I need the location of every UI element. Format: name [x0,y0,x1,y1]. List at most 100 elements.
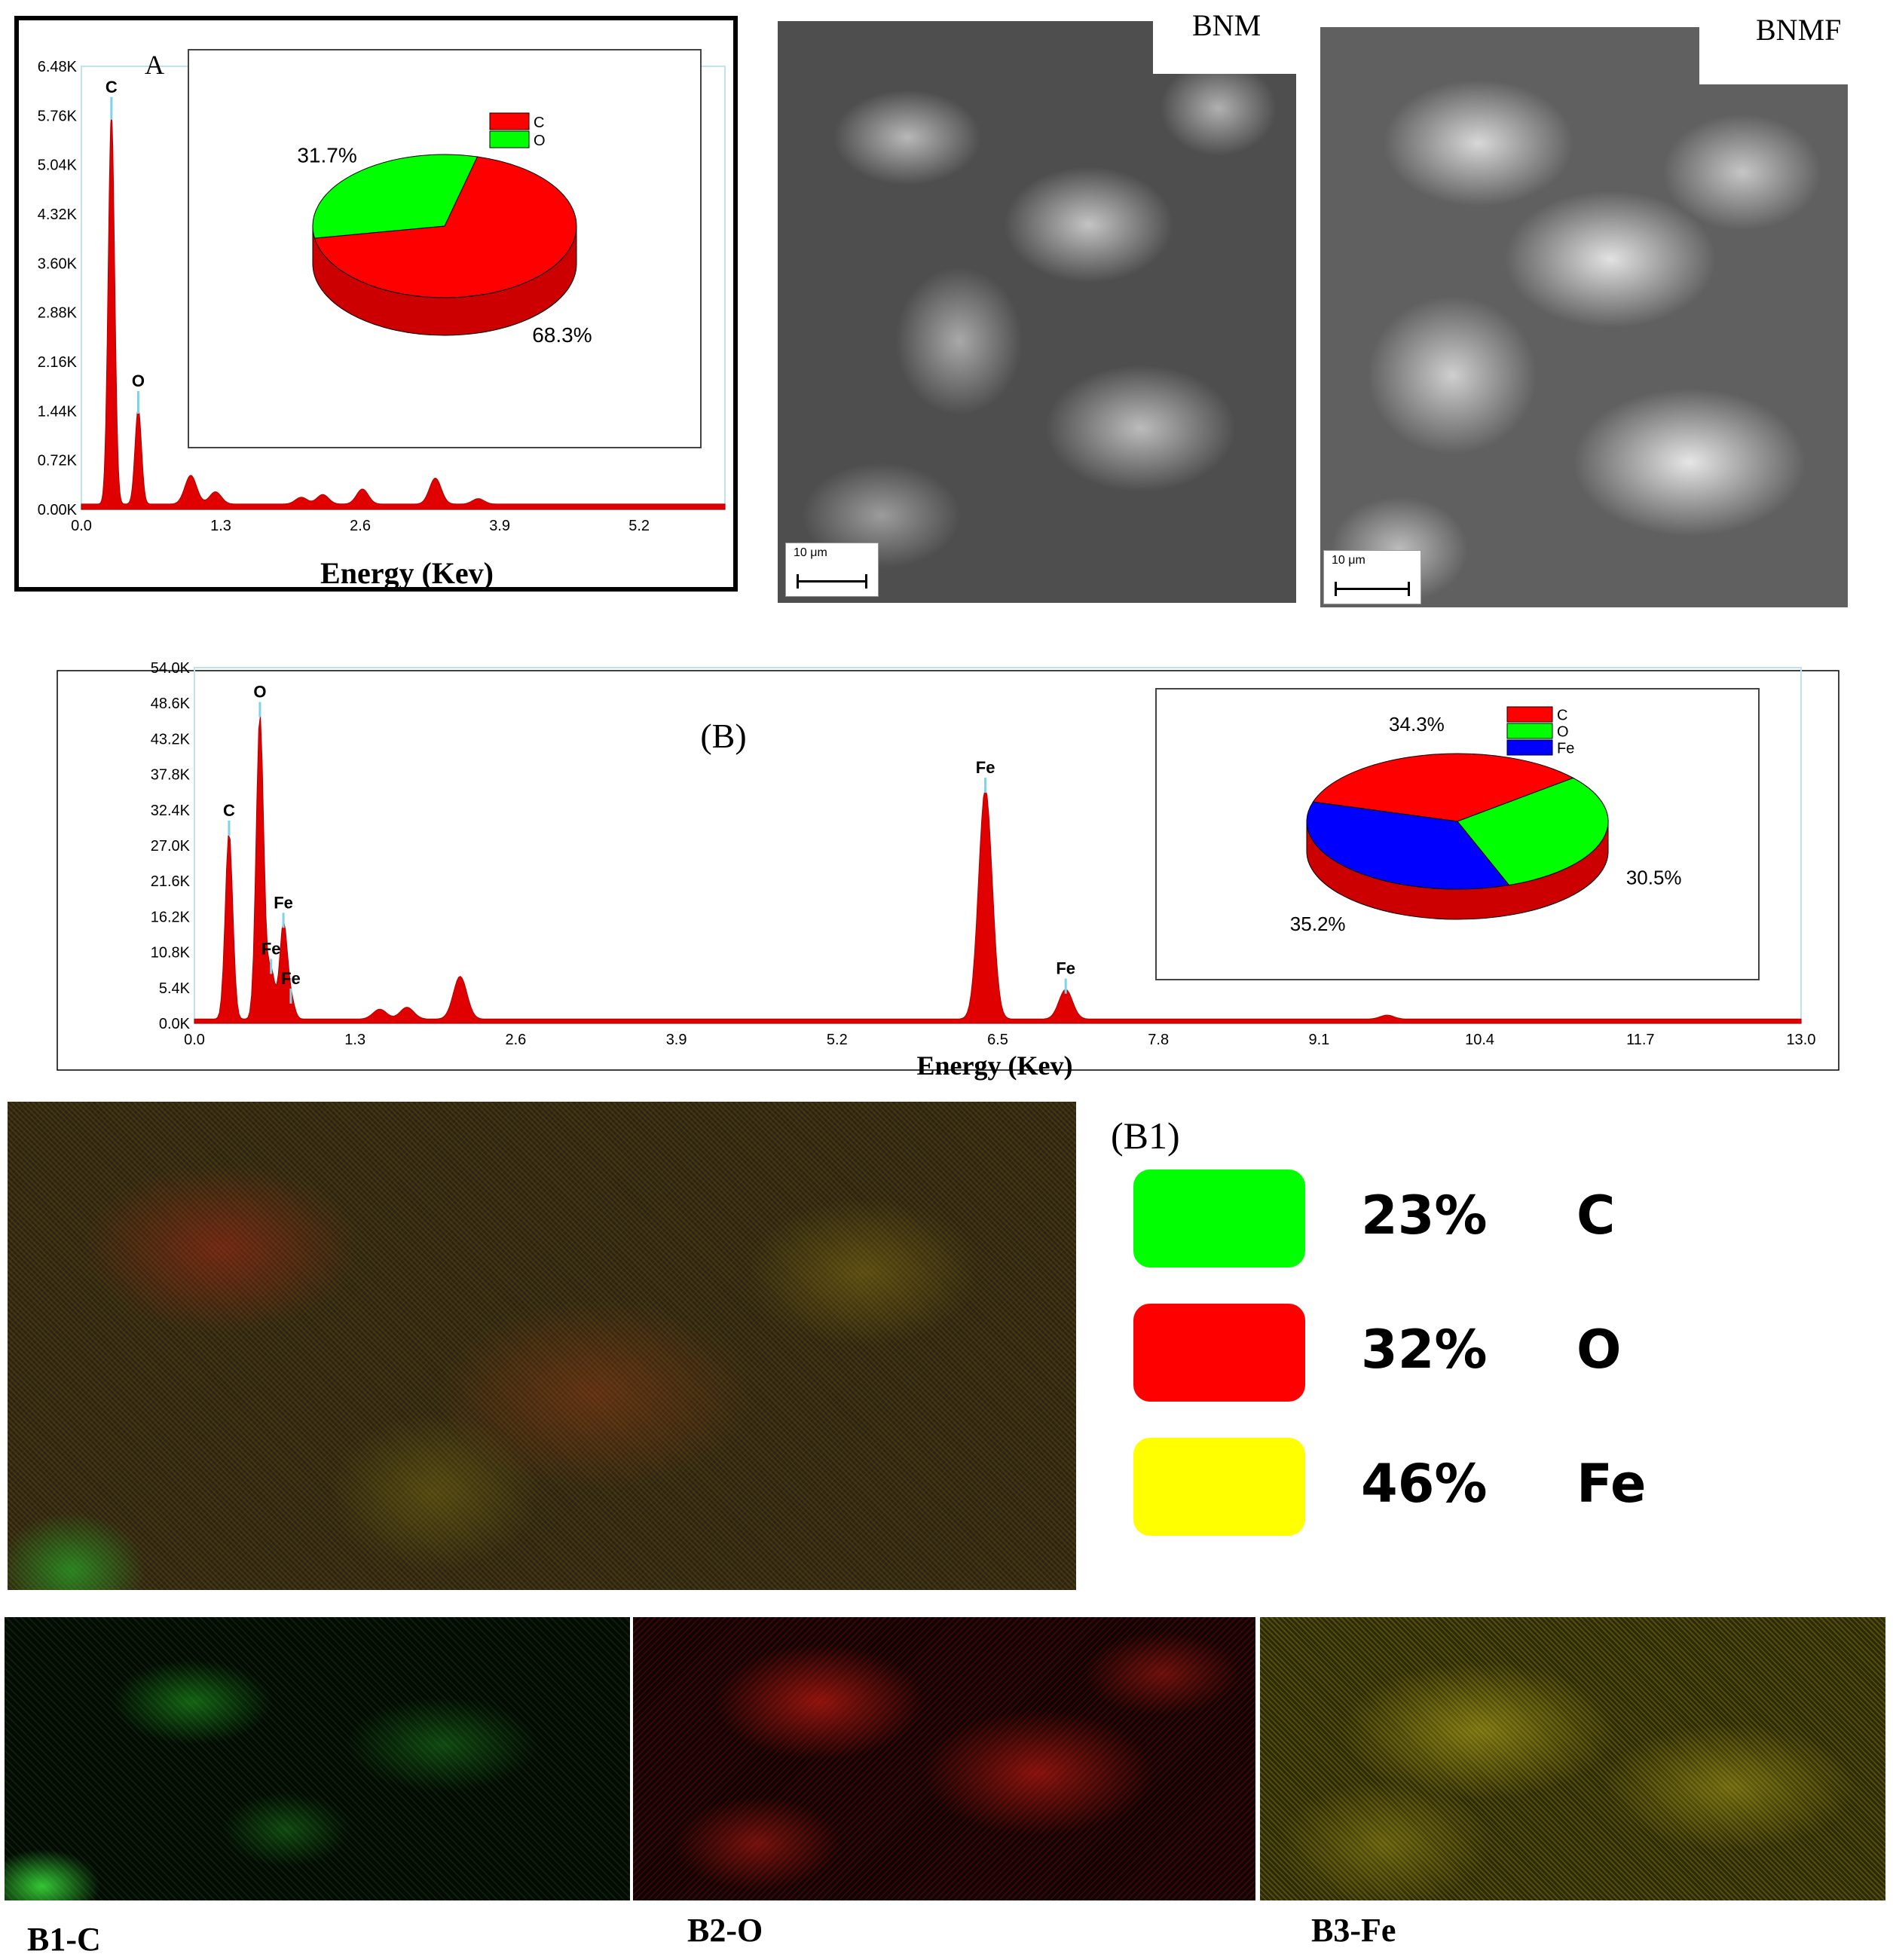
element-map-fe [1260,1617,1885,1900]
y-tick-label: 16.2K [151,909,191,925]
pie-value-label: 30.5% [1626,866,1682,888]
x-axis-label: Energy (Kev) [320,556,494,590]
pie-legend-label: Fe [1557,741,1574,757]
y-tick-label: 0.00K [38,502,78,518]
x-tick-label: 10.4 [1465,1032,1494,1048]
y-tick-label: 5.4K [159,980,191,997]
spectrum-area [194,715,1802,1024]
legend-percent-o: 32% [1361,1319,1488,1381]
x-tick-label: 6.5 [987,1032,1008,1048]
scale-bar: 10 μm [1323,550,1421,604]
pie-legend-label: O [1557,724,1569,741]
legend-swatch-c [1133,1170,1305,1267]
y-tick-label: 2.88K [38,305,78,322]
peak-label: Fe [261,939,281,958]
x-tick-label: 5.2 [827,1032,848,1048]
y-tick-label: 32.4K [151,803,191,819]
pie-legend-label: O [534,133,546,149]
legend-percent-fe: 46% [1361,1453,1488,1515]
chart-frame [14,16,738,592]
x-tick-label: 2.6 [350,518,371,534]
peak-label: O [253,683,266,702]
panel-label: A [145,50,164,80]
pie-slice [312,154,479,239]
legend-element-c: C [1576,1185,1616,1246]
pie-legend-swatch [489,112,530,130]
panel-label: (B) [700,717,746,755]
y-tick-label: 48.6K [151,696,191,712]
peak-label: C [106,78,118,96]
y-tick-label: 54.0K [151,660,191,677]
x-tick-label: 0.0 [71,518,92,534]
sem-image-bnmf: 10 μm [1320,27,1848,607]
x-tick-label: 3.9 [489,518,510,534]
y-tick-label: 6.48K [38,59,78,75]
y-tick-label: 21.6K [151,873,191,890]
peak-label: Fe [976,758,995,777]
legend-percent-c: 23% [1361,1185,1488,1246]
spectrum-area [81,114,726,510]
legend-element-o: O [1576,1319,1622,1381]
pie-legend-swatch [489,130,530,148]
y-tick-label: 5.04K [38,157,78,174]
y-tick-label: 43.2K [151,731,191,748]
x-tick-label: 13.0 [1787,1032,1816,1048]
pie-value-label: 31.7% [297,144,356,167]
peak-label: C [223,801,235,820]
pie-legend-swatch [1506,706,1553,723]
scale-bar-label: 10 μm [794,546,827,559]
pie-slice [1306,801,1510,890]
sem-image-bnm: 10 μm [778,21,1296,603]
pie-slice [1312,753,1574,822]
legend-swatch-o [1133,1304,1305,1402]
sem-label-bnmf: BNMF [1756,13,1842,47]
y-tick-label: 0.72K [38,453,78,469]
caption-b2-o: B2-O [687,1912,763,1949]
y-tick-label: 10.8K [151,945,191,962]
caption-b1-c: B1-C [27,1921,101,1958]
y-tick-label: 2.16K [38,354,78,371]
eds-spectrum-b: 0.0K 5.4K 10.8K 16.2K 21.6K 27.0K 32.4K 37.8K 43… [57,660,1839,1081]
elemental-map-overlay [8,1102,1076,1590]
peak-label: Fe [274,893,293,912]
x-tick-label: 1.3 [210,518,231,534]
legend-swatch-fe [1133,1438,1305,1536]
element-map-c [5,1617,630,1900]
pie-legend-label: C [1557,708,1567,724]
x-tick-label: 11.7 [1626,1032,1654,1048]
y-tick-label: 1.44K [38,403,78,420]
caption-b3-fe: B3-Fe [1311,1912,1396,1949]
eds-spectrum-a: 0.00K 0.72K 1.44K 2.16K 2.88K 3.60K 4.32K 5.04K… [14,16,738,592]
peak-label: O [132,372,145,390]
x-tick-label: 7.8 [1148,1032,1169,1048]
pie-legend-swatch [1506,723,1553,739]
x-tick-label: 2.6 [505,1032,526,1048]
legend-element-fe: Fe [1576,1453,1647,1515]
pie-value-label: 34.3% [1389,713,1445,735]
y-tick-label: 3.60K [38,255,78,272]
y-tick-label: 37.8K [151,767,191,784]
x-tick-label: 0.0 [184,1032,205,1048]
mapping-panel-label: (B1) [1111,1115,1180,1157]
pie-slice [1457,777,1609,886]
x-tick-label: 9.1 [1308,1032,1329,1048]
x-axis-label: Energy (Kev) [917,1050,1073,1081]
element-map-o [633,1617,1255,1900]
y-tick-label: 0.0K [159,1016,191,1032]
x-tick-label: 3.9 [666,1032,687,1048]
peak-label: Fe [1056,959,1075,978]
pie-legend-swatch [1506,739,1553,756]
pie-value-label: 35.2% [1290,913,1346,935]
y-tick-label: 27.0K [151,838,191,855]
scale-bar-label: 10 μm [1332,554,1365,567]
sem-label-bnm: BNM [1192,8,1261,42]
peak-label: Fe [281,969,301,988]
scale-bar: 10 μm [785,543,879,597]
y-tick-label: 5.76K [38,108,78,124]
x-tick-label: 1.3 [344,1032,365,1048]
pie-value-label: 68.3% [532,323,592,347]
x-tick-label: 5.2 [628,518,650,534]
y-tick-label: 4.32K [38,206,78,223]
pie-slice [313,156,577,298]
chart-frame [57,670,1839,1071]
